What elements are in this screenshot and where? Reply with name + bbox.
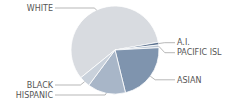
svg-text:WHITE: WHITE (27, 4, 53, 13)
svg-text:BLACK: BLACK (27, 81, 54, 90)
svg-text:ASIAN: ASIAN (177, 76, 201, 85)
svg-text:HISPANIC: HISPANIC (16, 91, 54, 100)
svg-text:A.I.: A.I. (177, 38, 190, 47)
svg-text:PACIFIC ISL: PACIFIC ISL (177, 48, 222, 57)
